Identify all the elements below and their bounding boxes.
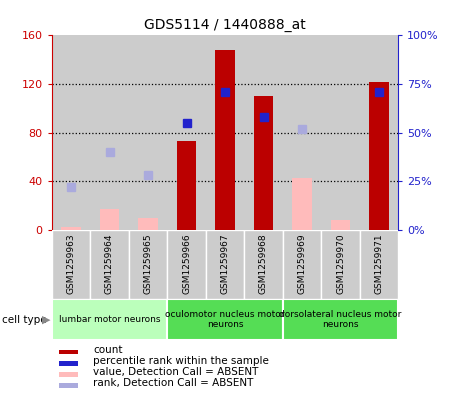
Text: GSM1259964: GSM1259964 xyxy=(105,233,114,294)
Text: rank, Detection Call = ABSENT: rank, Detection Call = ABSENT xyxy=(93,378,254,388)
Bar xyxy=(58,361,78,365)
Text: GSM1259969: GSM1259969 xyxy=(297,233,306,294)
Bar xyxy=(100,209,119,230)
Bar xyxy=(58,349,78,354)
Bar xyxy=(292,178,311,230)
Bar xyxy=(167,299,283,340)
Text: cell type: cell type xyxy=(2,314,47,325)
Bar xyxy=(283,230,321,299)
Bar xyxy=(283,299,398,340)
Text: GSM1259968: GSM1259968 xyxy=(259,233,268,294)
Bar xyxy=(360,35,398,230)
Text: GSM1259963: GSM1259963 xyxy=(67,233,76,294)
Bar xyxy=(167,230,206,299)
Bar xyxy=(331,220,350,230)
Bar xyxy=(90,230,129,299)
Bar xyxy=(206,230,244,299)
Bar xyxy=(58,372,78,377)
Text: lumbar motor neurons: lumbar motor neurons xyxy=(59,315,160,324)
Bar xyxy=(58,384,78,388)
Bar xyxy=(216,50,234,230)
Bar xyxy=(321,35,360,230)
Bar xyxy=(360,230,398,299)
Title: GDS5114 / 1440888_at: GDS5114 / 1440888_at xyxy=(144,18,306,31)
Text: count: count xyxy=(93,345,123,354)
Text: percentile rank within the sample: percentile rank within the sample xyxy=(93,356,269,366)
Bar xyxy=(321,230,360,299)
Bar xyxy=(254,96,273,230)
Text: GSM1259966: GSM1259966 xyxy=(182,233,191,294)
Bar xyxy=(283,35,321,230)
Text: dorsolateral nucleus motor
neurons: dorsolateral nucleus motor neurons xyxy=(279,310,402,329)
Bar xyxy=(61,228,81,230)
Text: value, Detection Call = ABSENT: value, Detection Call = ABSENT xyxy=(93,367,259,377)
Bar xyxy=(129,230,167,299)
Bar xyxy=(139,218,158,230)
Text: GSM1259967: GSM1259967 xyxy=(220,233,230,294)
Bar xyxy=(129,35,167,230)
Bar xyxy=(52,230,90,299)
Bar xyxy=(244,35,283,230)
Bar xyxy=(52,35,90,230)
Bar xyxy=(167,35,206,230)
Text: GSM1259971: GSM1259971 xyxy=(374,233,383,294)
Text: ▶: ▶ xyxy=(42,314,50,325)
Bar xyxy=(206,35,244,230)
Bar xyxy=(244,230,283,299)
Bar xyxy=(52,299,167,340)
Bar xyxy=(177,141,196,230)
Text: oculomotor nucleus motor
neurons: oculomotor nucleus motor neurons xyxy=(165,310,285,329)
Bar xyxy=(90,35,129,230)
Bar xyxy=(369,82,389,230)
Text: GSM1259970: GSM1259970 xyxy=(336,233,345,294)
Text: GSM1259965: GSM1259965 xyxy=(144,233,153,294)
